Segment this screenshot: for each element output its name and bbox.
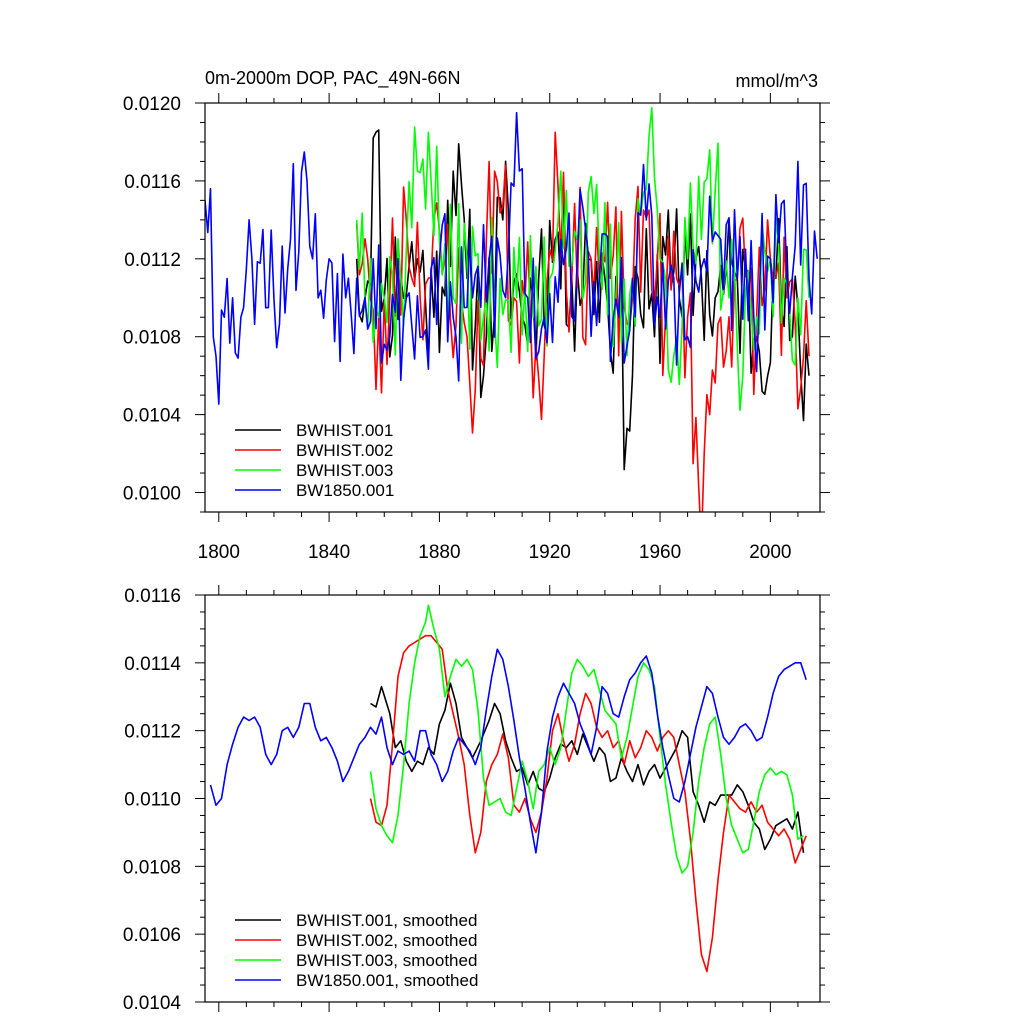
y-tick-label: 0.0106 bbox=[123, 925, 181, 946]
series-line-2 bbox=[369, 634, 807, 973]
x-tick-label: 1800 bbox=[198, 542, 240, 563]
x-tick-label: 1960 bbox=[639, 542, 681, 563]
x-tick-label: 2000 bbox=[749, 542, 791, 563]
series-line-3 bbox=[369, 604, 804, 874]
y-tick-label: 0.0108 bbox=[123, 328, 181, 349]
legend-label: BWHIST.003, smoothed bbox=[296, 951, 477, 970]
y-tick-label: 0.0120 bbox=[123, 94, 181, 115]
legend-label: BWHIST.002 bbox=[296, 441, 393, 460]
y-tick-label: 0.0104 bbox=[123, 406, 182, 427]
units-label: mmol/m^3 bbox=[736, 71, 818, 91]
chart-title: 0m-2000m DOP, PAC_49N-66N bbox=[205, 68, 460, 89]
x-tick-label: 1840 bbox=[308, 542, 350, 563]
y-tick-label: 0.0112 bbox=[124, 722, 181, 743]
series-line-4 bbox=[209, 648, 807, 854]
y-tick-label: 0.0100 bbox=[123, 484, 181, 505]
x-tick-label: 1880 bbox=[418, 542, 460, 563]
top-panel: 0m-2000m DOP, PAC_49N-66N mmol/m^3 1800 1… bbox=[123, 68, 830, 563]
legend-label: BW1850.001 bbox=[296, 481, 394, 500]
bottom-panel: 0.0104 0.0106 0.0108 0.0110 0.0112 0.0114 0.01… bbox=[123, 585, 830, 1014]
y-tick-label: 0.0116 bbox=[124, 172, 181, 193]
y-tick-label: 0.0116 bbox=[124, 586, 181, 607]
series-line-4 bbox=[205, 111, 818, 405]
y-tick-label: 0.0112 bbox=[124, 250, 181, 271]
legend-label: BWHIST.001 bbox=[296, 421, 393, 440]
series-line-1 bbox=[370, 682, 805, 853]
x-tick-label: 1920 bbox=[529, 542, 571, 563]
y-tick-label: 0.0104 bbox=[123, 993, 182, 1014]
legend-label: BWHIST.002, smoothed bbox=[296, 931, 477, 950]
y-tick-label: 0.0110 bbox=[124, 790, 181, 811]
legend-label: BW1850.001, smoothed bbox=[296, 971, 478, 990]
y-tick-label: 0.0114 bbox=[124, 654, 181, 675]
series-line-2 bbox=[355, 131, 810, 512]
legend-label: BWHIST.001, smoothed bbox=[296, 911, 477, 930]
y-tick-label: 0.0108 bbox=[123, 857, 181, 878]
legend-label: BWHIST.003 bbox=[296, 461, 393, 480]
plot-frame bbox=[204, 102, 821, 513]
